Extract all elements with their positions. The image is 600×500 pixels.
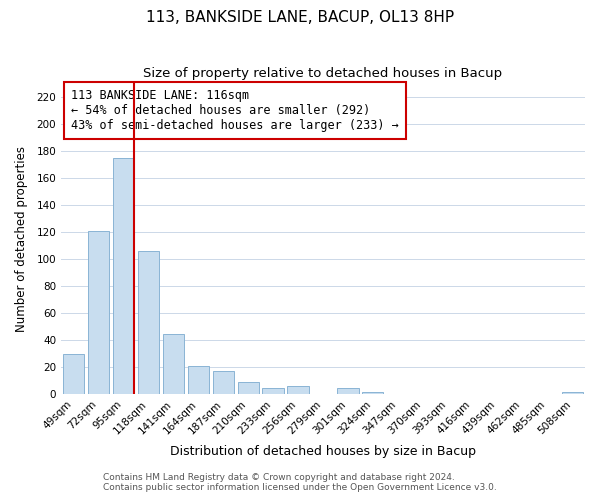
Bar bbox=[188, 366, 209, 394]
Text: 113 BANKSIDE LANE: 116sqm
← 54% of detached houses are smaller (292)
43% of semi: 113 BANKSIDE LANE: 116sqm ← 54% of detac… bbox=[71, 90, 399, 132]
Bar bbox=[262, 388, 284, 394]
Bar bbox=[238, 382, 259, 394]
Bar bbox=[287, 386, 308, 394]
Title: Size of property relative to detached houses in Bacup: Size of property relative to detached ho… bbox=[143, 68, 503, 80]
Bar bbox=[137, 251, 159, 394]
Bar bbox=[88, 230, 109, 394]
Bar bbox=[113, 158, 134, 394]
Text: 113, BANKSIDE LANE, BACUP, OL13 8HP: 113, BANKSIDE LANE, BACUP, OL13 8HP bbox=[146, 10, 454, 25]
Bar bbox=[163, 334, 184, 394]
Bar bbox=[337, 388, 359, 394]
Bar bbox=[362, 392, 383, 394]
Bar bbox=[562, 392, 583, 394]
Y-axis label: Number of detached properties: Number of detached properties bbox=[15, 146, 28, 332]
X-axis label: Distribution of detached houses by size in Bacup: Distribution of detached houses by size … bbox=[170, 444, 476, 458]
Text: Contains HM Land Registry data © Crown copyright and database right 2024.
Contai: Contains HM Land Registry data © Crown c… bbox=[103, 473, 497, 492]
Bar bbox=[63, 354, 84, 395]
Bar bbox=[212, 372, 234, 394]
